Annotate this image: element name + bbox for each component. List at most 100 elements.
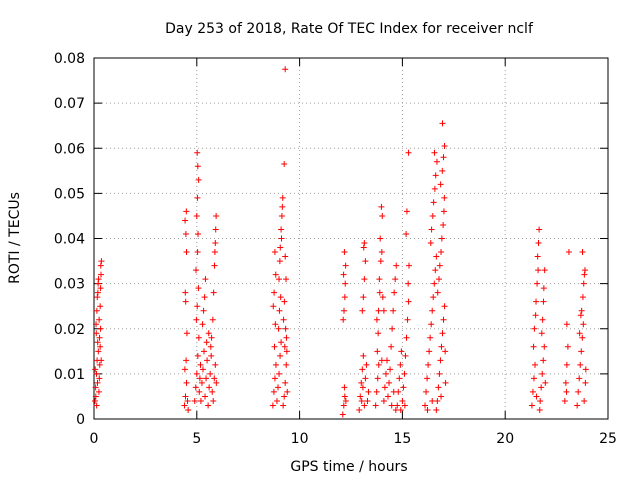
data-point [196, 375, 203, 382]
data-point [191, 397, 198, 404]
data-point [424, 406, 431, 413]
data-point [535, 240, 542, 247]
data-point [276, 370, 283, 377]
data-point [379, 212, 386, 219]
data-point [358, 397, 365, 404]
data-point [428, 321, 435, 328]
data-point [278, 212, 285, 219]
data-point [97, 262, 104, 269]
data-point [402, 352, 409, 359]
data-point [199, 366, 206, 373]
data-point [275, 325, 282, 332]
data-point [405, 149, 412, 156]
data-point [209, 316, 216, 323]
data-point [564, 343, 571, 350]
data-point [541, 267, 548, 274]
data-point [536, 226, 543, 233]
data-point [440, 316, 447, 323]
data-point [276, 307, 283, 314]
data-point [528, 402, 535, 409]
data-point [271, 249, 278, 256]
data-point [278, 339, 285, 346]
data-point [357, 393, 364, 400]
data-point [439, 120, 446, 127]
data-point [93, 402, 100, 409]
data-point [185, 406, 192, 413]
data-point [272, 361, 279, 368]
data-point [437, 181, 444, 188]
data-point [405, 298, 412, 305]
data-point [272, 321, 279, 328]
x-tick-label: 20 [496, 431, 514, 447]
data-point [363, 361, 370, 368]
data-point [399, 397, 406, 404]
data-point [435, 276, 442, 283]
data-point [388, 343, 395, 350]
data-point [534, 253, 541, 260]
data-point [577, 361, 584, 368]
data-point [563, 388, 570, 395]
data-point [565, 249, 572, 256]
data-point [579, 249, 586, 256]
data-point [561, 397, 568, 404]
data-point [270, 303, 277, 310]
data-point [205, 402, 212, 409]
data-point [339, 411, 346, 418]
data-point [183, 208, 190, 215]
data-point [440, 221, 447, 228]
data-point [359, 384, 366, 391]
data-point [532, 361, 539, 368]
data-point [434, 289, 441, 296]
data-point [581, 397, 588, 404]
data-point [427, 240, 434, 247]
data-point [273, 397, 280, 404]
data-point [182, 217, 189, 224]
data-point [403, 208, 410, 215]
data-point [579, 294, 586, 301]
chart-title: Day 253 of 2018, Rate Of TEC Index for r… [165, 21, 534, 37]
data-point [208, 352, 215, 359]
data-point [181, 402, 188, 409]
data-point [390, 307, 397, 314]
data-point [377, 258, 384, 265]
data-point [283, 361, 290, 368]
data-point [392, 406, 399, 413]
data-point [210, 289, 217, 296]
data-point [393, 262, 400, 269]
data-point [385, 393, 392, 400]
data-points [92, 66, 589, 418]
data-point [269, 402, 276, 409]
data-point [427, 334, 434, 341]
data-point [96, 334, 103, 341]
data-point [375, 330, 382, 337]
data-point [580, 321, 587, 328]
data-point [582, 379, 589, 386]
data-point [278, 226, 285, 233]
data-point [281, 393, 288, 400]
data-point [576, 375, 583, 382]
data-point [194, 194, 201, 201]
data-point [400, 384, 407, 391]
data-point [97, 325, 104, 332]
data-point [440, 154, 447, 161]
data-point [93, 307, 100, 314]
data-point [537, 397, 544, 404]
data-point [386, 379, 393, 386]
data-point [205, 330, 212, 337]
data-point [341, 384, 348, 391]
data-point [340, 402, 347, 409]
data-point [360, 244, 367, 251]
data-point [281, 343, 288, 350]
data-point [283, 334, 290, 341]
data-point [440, 208, 447, 215]
data-point [193, 316, 200, 323]
data-point [341, 294, 348, 301]
data-point [211, 262, 218, 269]
data-point [272, 271, 279, 278]
data-point [93, 321, 100, 328]
data-point [438, 393, 445, 400]
data-point [431, 149, 438, 156]
data-point [207, 343, 214, 350]
data-point [540, 357, 547, 364]
